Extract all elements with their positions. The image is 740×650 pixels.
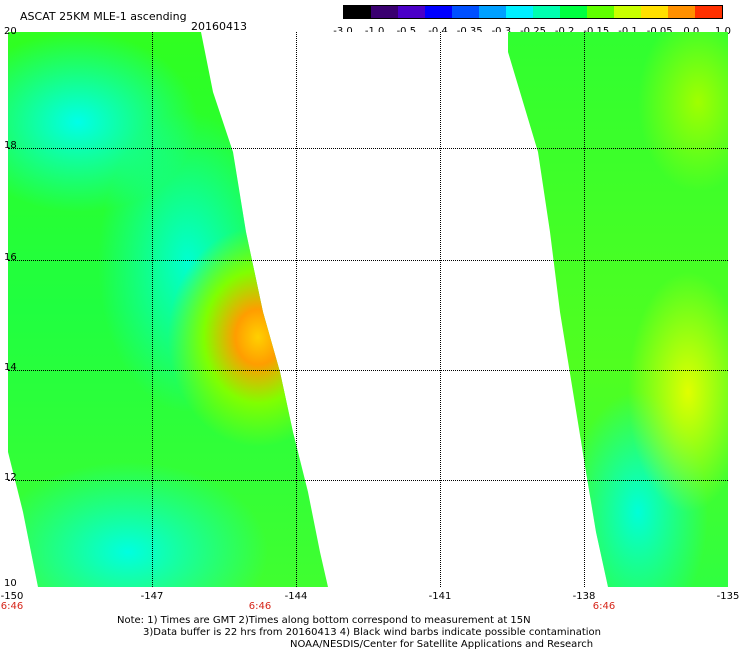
time-label: 6:46 bbox=[248, 601, 272, 612]
x-tick-label: -144 bbox=[284, 591, 308, 602]
colorbar-segment bbox=[695, 6, 722, 18]
colorbar-segment bbox=[452, 6, 479, 18]
y-tick-label: 10 bbox=[4, 578, 17, 589]
y-tick-label: 18 bbox=[4, 140, 17, 151]
x-tick-label: -147 bbox=[140, 591, 164, 602]
colorbar-label: -1.0 bbox=[365, 26, 385, 37]
colorbar-segment bbox=[506, 6, 533, 18]
grid-line-lon-141 bbox=[440, 32, 441, 587]
grid-line-lon-147 bbox=[152, 32, 153, 587]
note-line-1: Note: 1) Times are GMT 2)Times along bot… bbox=[117, 615, 531, 626]
colorbar-label: -0.35 bbox=[457, 26, 483, 37]
x-tick-label: -150 bbox=[0, 591, 24, 602]
swath-left bbox=[8, 32, 328, 587]
y-tick-label: 14 bbox=[4, 362, 17, 373]
colorbar-label: 1.0 bbox=[715, 26, 731, 37]
colorbar-segment bbox=[371, 6, 398, 18]
colorbar-segment bbox=[641, 6, 668, 18]
colorbar-label: -0.2 bbox=[555, 26, 575, 37]
colorbar-segment bbox=[398, 6, 425, 18]
colorbar-segment bbox=[479, 6, 506, 18]
colorbar-segment bbox=[344, 6, 371, 18]
colorbar-label: -0.1 bbox=[618, 26, 638, 37]
x-tick-label: -138 bbox=[572, 591, 596, 602]
colorbar-label: -0.25 bbox=[520, 26, 546, 37]
grid-line-lat-16 bbox=[8, 260, 728, 261]
colorbar-segment bbox=[560, 6, 587, 18]
grid-line-lat-14 bbox=[8, 370, 728, 371]
colorbar-segment bbox=[587, 6, 614, 18]
colorbar-segment bbox=[533, 6, 560, 18]
chart-title: ASCAT 25KM MLE-1 ascending bbox=[20, 10, 187, 23]
y-tick-label: 20 bbox=[4, 26, 17, 37]
colorbar-label: 0.0 bbox=[683, 26, 699, 37]
colorbar-segment bbox=[614, 6, 641, 18]
note-line-2: 3)Data buffer is 22 hrs from 20160413 4)… bbox=[143, 627, 601, 638]
grid-line-lat-18 bbox=[8, 148, 728, 149]
colorbar-label: -0.15 bbox=[583, 26, 609, 37]
y-tick-label: 16 bbox=[4, 252, 17, 263]
colorbar-label: -0.05 bbox=[647, 26, 673, 37]
note-line-3: NOAA/NESDIS/Center for Satellite Applica… bbox=[290, 639, 594, 650]
grid-line-lon-138 bbox=[584, 32, 585, 587]
map-area bbox=[8, 32, 728, 587]
colorbar-label: -0.5 bbox=[397, 26, 417, 37]
colorbar-segment bbox=[668, 6, 695, 18]
swath-right bbox=[508, 32, 728, 587]
time-label: 6:46 bbox=[0, 601, 24, 612]
x-tick-label: -141 bbox=[428, 591, 452, 602]
grid-line-lat-12 bbox=[8, 480, 728, 481]
colorbar bbox=[343, 5, 723, 19]
colorbar-label: -0.3 bbox=[492, 26, 512, 37]
grid-line-lon-144 bbox=[296, 32, 297, 587]
colorbar-label: -3.0 bbox=[333, 26, 353, 37]
colorbar-label: -0.4 bbox=[428, 26, 448, 37]
y-tick-label: 12 bbox=[4, 472, 17, 483]
colorbar-segment bbox=[425, 6, 452, 18]
time-label: 6:46 bbox=[592, 601, 616, 612]
x-tick-label: -135 bbox=[716, 591, 740, 602]
chart-date: 20160413 bbox=[191, 20, 247, 33]
